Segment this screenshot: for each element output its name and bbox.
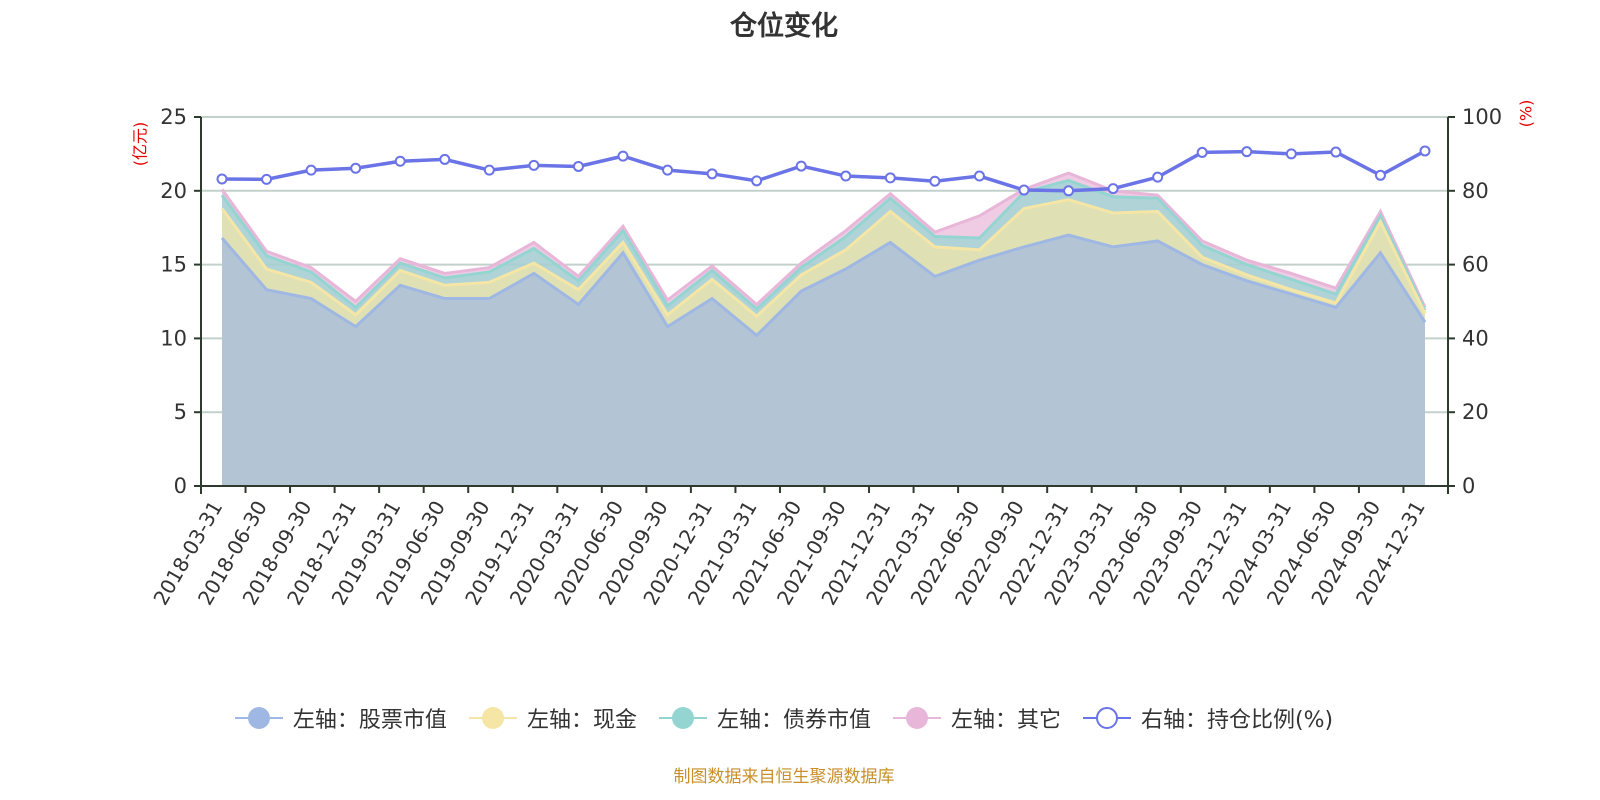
ratio-point[interactable]: [751, 175, 763, 187]
area-edge: [220, 233, 1427, 338]
left-tick-label: 10: [160, 326, 187, 350]
ratio-point[interactable]: [261, 173, 273, 185]
legend: 左轴：股票市值 左轴：现金 左轴：债券市值 左轴：其它 右轴：持仓比例(%): [0, 702, 1568, 734]
ratio-point[interactable]: [1018, 184, 1030, 196]
legend-item[interactable]: 左轴：股票市值: [234, 702, 447, 734]
ratio-point[interactable]: [1419, 145, 1431, 157]
left-tick-label: 20: [160, 179, 187, 203]
area-左轴：股票市值: [222, 235, 1425, 486]
hollow-circle-line-icon: [1082, 706, 1131, 730]
legend-item[interactable]: 左轴：其它: [892, 702, 1061, 734]
filled-circle-line-icon: [892, 706, 941, 730]
legend-label: 左轴：现金: [526, 708, 637, 733]
right-tick-label: 80: [1462, 179, 1489, 203]
right-tick-label: 60: [1462, 253, 1489, 277]
ratio-point[interactable]: [1196, 146, 1208, 158]
chart-title: 仓位变化: [730, 11, 838, 42]
ratio-point[interactable]: [795, 160, 807, 172]
left-tick-label: 15: [160, 253, 187, 277]
ratio-point[interactable]: [706, 168, 718, 180]
legend-label: 左轴：债券市值: [716, 708, 871, 733]
legend-item[interactable]: 左轴：现金: [468, 702, 637, 734]
legend-label: 左轴：股票市值: [292, 708, 447, 733]
legend-label: 右轴：持仓比例(%): [1140, 708, 1334, 733]
right-tick-label: 0: [1462, 474, 1475, 498]
ratio-point[interactable]: [350, 162, 362, 174]
stacked-areas: [220, 171, 1427, 486]
ratio-point[interactable]: [929, 175, 941, 187]
ratio-point[interactable]: [1285, 148, 1297, 160]
ratio-line-series: [216, 145, 1431, 197]
ratio-point[interactable]: [1241, 146, 1253, 158]
ratio-point[interactable]: [617, 150, 629, 162]
legend-label: 左轴：其它: [950, 708, 1061, 733]
ratio-line: [221, 149, 1426, 193]
ratio-point[interactable]: [1063, 185, 1075, 197]
right-tick-label: 20: [1462, 400, 1489, 424]
left-tick-label: 25: [160, 105, 187, 129]
filled-circle-line-icon: [234, 706, 283, 730]
ratio-point[interactable]: [1107, 183, 1119, 195]
right-tick-label: 100: [1462, 105, 1502, 129]
ratio-point[interactable]: [394, 155, 406, 167]
area-edge: [220, 171, 1427, 309]
chart-plot: 05101520250204060801002018-03-312018-06-…: [148, 105, 1502, 609]
ratio-point[interactable]: [884, 172, 896, 184]
ratio-point[interactable]: [305, 164, 317, 176]
ratio-point[interactable]: [439, 153, 451, 165]
left-tick-label: 0: [174, 474, 187, 498]
ratio-point[interactable]: [572, 160, 584, 172]
ratio-point[interactable]: [483, 164, 495, 176]
right-tick-label: 40: [1462, 326, 1489, 350]
left-tick-label: 5: [174, 400, 187, 424]
filled-circle-line-icon: [468, 706, 517, 730]
ratio-point[interactable]: [1330, 146, 1342, 158]
legend-item[interactable]: 左轴：债券市值: [658, 702, 871, 734]
ratio-point[interactable]: [973, 170, 985, 182]
filled-circle-line-icon: [658, 706, 707, 730]
data-source-footer: 制图数据来自恒生聚源数据库: [673, 767, 895, 787]
ratio-point[interactable]: [662, 164, 674, 176]
ratio-point[interactable]: [1374, 169, 1386, 181]
ratio-point[interactable]: [528, 159, 540, 171]
ratio-point[interactable]: [216, 173, 228, 185]
ratio-point[interactable]: [840, 170, 852, 182]
legend-item[interactable]: 右轴：持仓比例(%): [1082, 702, 1334, 734]
area-edge: [220, 178, 1427, 311]
ratio-point[interactable]: [1152, 171, 1164, 183]
area-edge: [220, 198, 1427, 319]
